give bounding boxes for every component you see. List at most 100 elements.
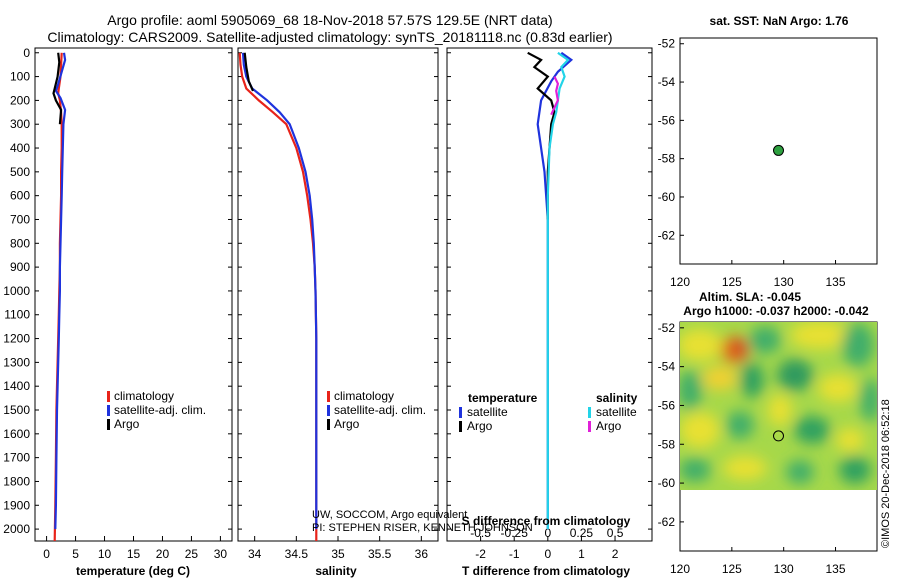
series-temperature-satellite — [536, 51, 574, 530]
temperature-axis-label: temperature (deg C) — [76, 564, 190, 578]
depth-tick-label: 1300 — [3, 355, 30, 369]
map-x-tick-label: 120 — [670, 562, 690, 576]
imos-watermark: ©IMOS 20-Dec-2018 06:52:18 — [880, 399, 892, 548]
legend-swatch — [327, 391, 330, 402]
x-tick-label: 34 — [248, 547, 262, 561]
depth-tick-label: 600 — [10, 189, 30, 203]
map-y-tick-label: -62 — [658, 228, 676, 242]
depth-tick-label: 900 — [10, 260, 30, 274]
s-diff-tick-label: 0.5 — [607, 526, 624, 540]
legend-swatch — [588, 407, 591, 418]
depth-tick-label: 800 — [10, 236, 30, 250]
depth-tick-label: 1700 — [3, 451, 30, 465]
sla-heatmap — [680, 322, 877, 490]
depth-tick-label: 100 — [10, 70, 30, 84]
series-argo — [243, 52, 255, 92]
figure-title: Argo profile: aoml 5905069_68 18-Nov-201… — [107, 12, 553, 28]
altimetry-map-title: Altim. SLA: -0.045 — [699, 290, 801, 304]
x-tick-label: -1 — [509, 547, 520, 561]
t-difference-axis-label: T difference from climatology — [462, 564, 630, 578]
map-y-tick-label: -56 — [658, 398, 676, 412]
map-y-tick-label: -60 — [658, 476, 676, 490]
series-climatology — [238, 52, 318, 541]
legend-label: Argo — [596, 419, 622, 433]
location-map-frame — [679, 37, 878, 265]
map-y-tick-label: -60 — [658, 190, 676, 204]
x-tick-label: 30 — [214, 547, 228, 561]
depth-tick-label: 500 — [10, 165, 30, 179]
argo-location-marker-altimetry — [773, 430, 784, 442]
legend-heading-salinity: salinity — [596, 391, 638, 405]
legend-label: Argo — [334, 417, 360, 431]
figure-subtitle: Climatology: CARS2009. Satellite-adjuste… — [47, 29, 613, 45]
credit-line-2: PI: STEPHEN RISER, KENNETH JOHNSON — [312, 522, 533, 534]
depth-tick-label: 700 — [10, 212, 30, 226]
x-tick-label: 0 — [544, 547, 551, 561]
legend-swatch — [327, 405, 330, 416]
argo-location-marker — [773, 144, 784, 156]
map-x-tick-label: 120 — [670, 275, 690, 289]
map-y-tick-label: -54 — [658, 75, 676, 89]
map-y-tick-label: -52 — [658, 321, 676, 335]
s-diff-tick-label: -0.25 — [501, 526, 529, 540]
legend-label: satellite-adj. clim. — [334, 403, 426, 417]
s-diff-tick-label: -0.5 — [470, 526, 491, 540]
x-tick-label: 34.5 — [285, 547, 309, 561]
depth-tick-label: 1200 — [3, 332, 30, 346]
legend-label: climatology — [334, 389, 394, 403]
map-y-tick-label: -58 — [658, 152, 676, 166]
map-y-tick-label: -52 — [658, 37, 676, 51]
map-y-tick-label: -54 — [658, 360, 676, 374]
salinity-panel-frame — [237, 47, 439, 542]
x-tick-label: 35 — [331, 547, 345, 561]
x-tick-label: 0 — [43, 547, 50, 561]
map-x-tick-label: 125 — [722, 562, 742, 576]
map-x-tick-label: 135 — [826, 275, 846, 289]
legend-label: Argo — [114, 417, 140, 431]
series-argo — [52, 52, 63, 125]
x-tick-label: 2 — [612, 547, 619, 561]
s-diff-tick-label: 0.25 — [570, 526, 594, 540]
x-tick-label: 20 — [156, 547, 170, 561]
depth-tick-label: 1500 — [3, 403, 30, 417]
x-tick-label: 1 — [578, 547, 585, 561]
depth-tick-label: 1600 — [3, 427, 30, 441]
depth-tick-label: 2000 — [3, 522, 30, 536]
s-diff-tick-label: 0 — [544, 526, 551, 540]
map-x-tick-label: 135 — [826, 562, 846, 576]
map-y-tick-label: -58 — [658, 437, 676, 451]
difference-panel-frame — [446, 47, 653, 542]
s-difference-axis-label: S difference from climatology — [462, 514, 631, 528]
legend-swatch — [107, 419, 110, 430]
x-tick-label: 35.5 — [368, 547, 392, 561]
legend-swatch — [588, 421, 591, 432]
altimetry-map-subtitle: Argo h1000: -0.037 h2000: -0.042 — [683, 304, 869, 318]
map-x-tick-label: 130 — [774, 275, 794, 289]
depth-tick-label: 200 — [10, 93, 30, 107]
map-x-tick-label: 125 — [722, 275, 742, 289]
credit-line-1: UW, SOCCOM, Argo equivalent — [312, 509, 467, 521]
legend-heading-temperature: temperature — [468, 391, 538, 405]
x-tick-label: -2 — [475, 547, 486, 561]
depth-tick-label: 0 — [23, 46, 30, 60]
depth-tick-label: 1400 — [3, 379, 30, 393]
series-salinity-argo — [550, 76, 560, 116]
depth-tick-label: 300 — [10, 117, 30, 131]
x-tick-label: 5 — [72, 547, 79, 561]
legend-label: Argo — [467, 419, 493, 433]
map-y-tick-label: -62 — [658, 515, 676, 529]
legend-swatch — [327, 419, 330, 430]
map-x-tick-label: 130 — [774, 562, 794, 576]
location-map-title: sat. SST: NaN Argo: 1.76 — [710, 14, 849, 28]
legend-swatch — [107, 405, 110, 416]
legend-swatch — [459, 407, 462, 418]
map-y-tick-label: -56 — [658, 113, 676, 127]
series-satellite-adj-clim- — [241, 52, 318, 530]
x-tick-label: 25 — [185, 547, 199, 561]
series-satellite-adj-clim- — [54, 52, 67, 530]
x-tick-label: 36 — [415, 547, 429, 561]
legend-swatch — [107, 391, 110, 402]
legend-label: climatology — [114, 389, 174, 403]
depth-tick-label: 1000 — [3, 284, 30, 298]
